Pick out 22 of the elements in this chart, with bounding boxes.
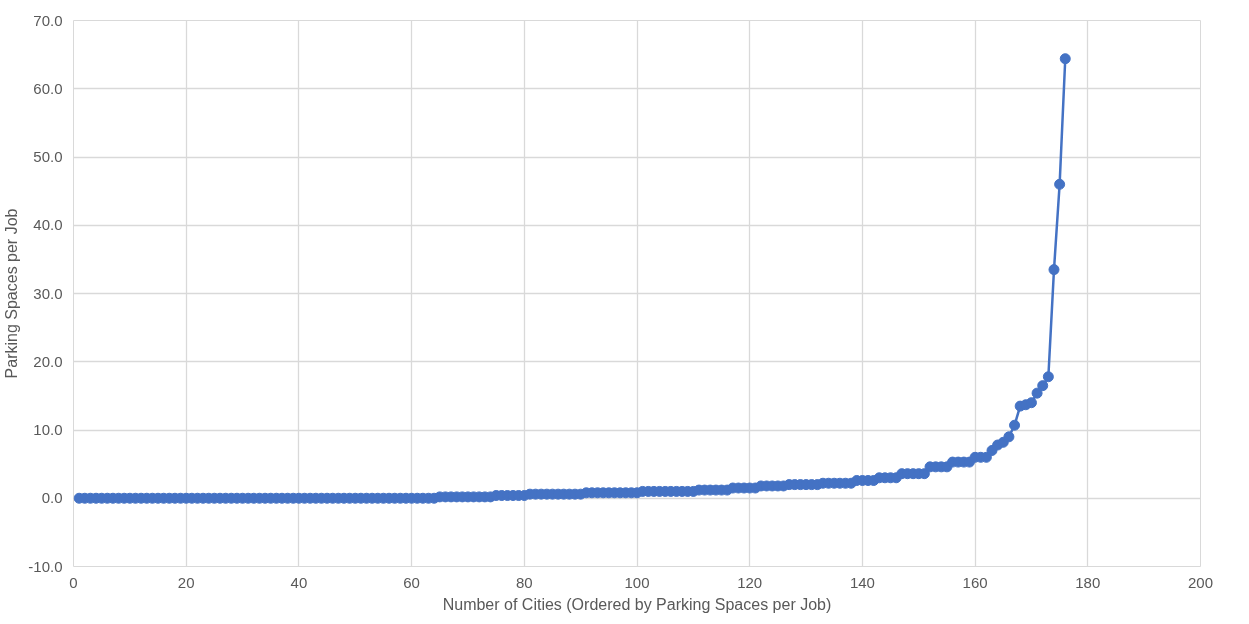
y-tick-label: 70.0 <box>33 11 63 29</box>
y-tick-label: 50.0 <box>33 148 63 165</box>
x-tick-label: 160 <box>962 573 988 591</box>
x-tick-label: 120 <box>737 573 763 591</box>
x-tick-label: 60 <box>403 573 420 591</box>
y-tick-label: 60.0 <box>33 79 63 97</box>
y-tick-label: 40.0 <box>33 216 63 234</box>
y-tick-label: 30.0 <box>33 284 63 302</box>
x-tick-label: 140 <box>849 573 875 591</box>
x-tick-label: 100 <box>624 573 650 591</box>
x-tick-label: 200 <box>1187 573 1214 591</box>
y-tick-label: 20.0 <box>33 352 63 370</box>
x-tick-label: 0 <box>69 573 78 591</box>
x-tick-label: 180 <box>1075 573 1101 591</box>
y-tick-label: 0.0 <box>41 489 63 507</box>
y-tick-label: 10.0 <box>33 421 63 438</box>
x-tick-label: 40 <box>290 573 308 591</box>
y-axis-title: Parking Spaces per Job <box>3 208 21 379</box>
x-axis-title: Number of Cities (Ordered by Parking Spaces per Job) <box>442 595 832 613</box>
x-tick-label: 20 <box>177 573 195 591</box>
x-tick-label: 80 <box>515 573 533 591</box>
y-tick-label: -10.0 <box>28 557 63 575</box>
